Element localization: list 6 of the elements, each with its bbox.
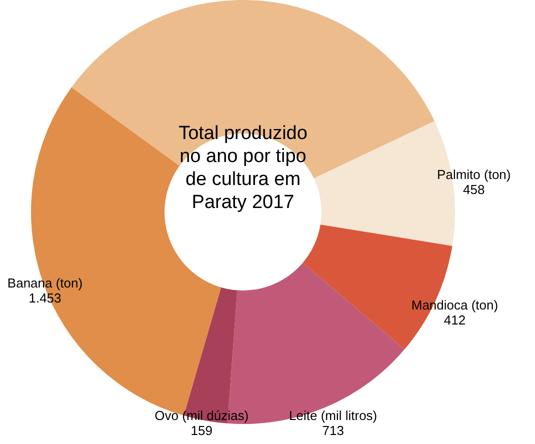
slice-label: Palmito (ton) bbox=[437, 167, 511, 182]
data-label: 159 bbox=[190, 423, 212, 438]
data-label: 412 bbox=[444, 312, 466, 328]
text: Total produzido no ano por tipo de cultura em Paraty 2017 bbox=[178, 122, 308, 214]
data-label: 713 bbox=[322, 423, 344, 438]
data-label: 458 bbox=[463, 182, 485, 198]
